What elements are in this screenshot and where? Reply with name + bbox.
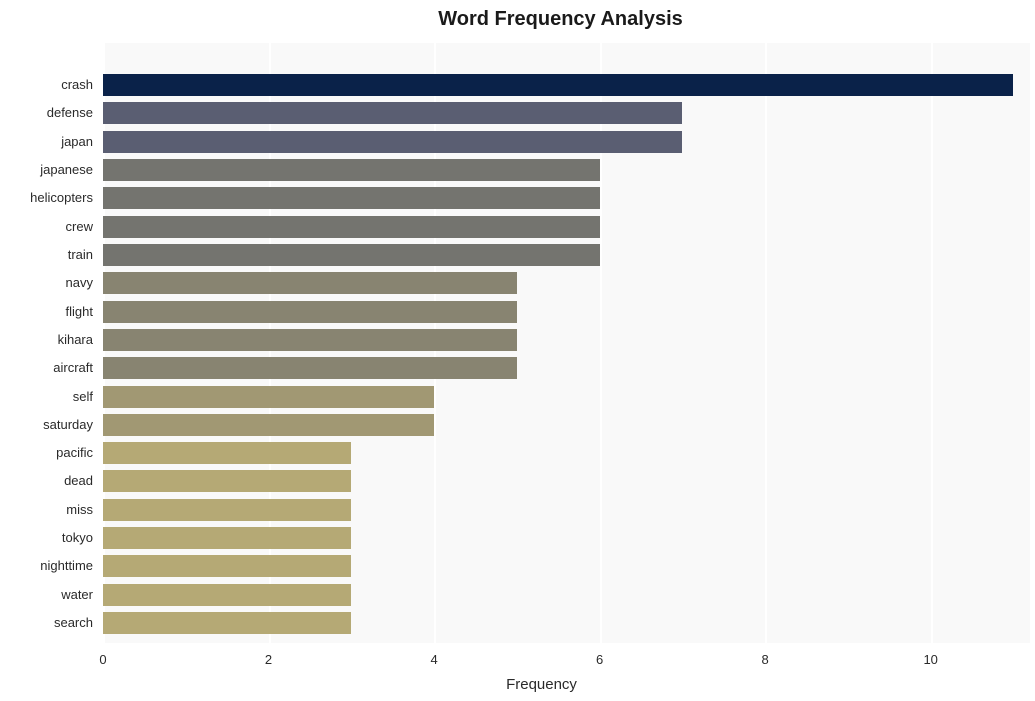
x-tick-label: 10 [923,652,937,667]
y-tick-label: tokyo [62,527,93,549]
bar [103,357,517,379]
grid-line [765,43,767,643]
bar [103,301,517,323]
grid-line [931,43,933,643]
y-tick-label: crew [66,216,93,238]
bar [103,329,517,351]
bar [103,244,600,266]
x-axis-title: Frequency [459,676,577,693]
y-tick-label: flight [66,301,93,323]
y-tick-label: miss [66,499,93,521]
y-tick-label: dead [64,470,93,492]
y-tick-label: nighttime [40,555,93,577]
bar [103,386,434,408]
y-tick-label: saturday [43,414,93,436]
bar [103,414,434,436]
y-tick-label: japan [61,131,93,153]
plot-area [103,43,1030,643]
x-tick-label: 8 [762,652,769,667]
bar [103,131,682,153]
x-tick-label: 0 [99,652,106,667]
bar [103,555,351,577]
y-tick-label: navy [66,272,93,294]
y-tick-label: aircraft [53,357,93,379]
y-tick-label: crash [61,74,93,96]
y-tick-label: self [73,386,93,408]
y-tick-label: japanese [40,159,93,181]
y-tick-label: defense [47,102,93,124]
y-tick-label: search [54,612,93,634]
x-tick-label: 6 [596,652,603,667]
y-tick-label: pacific [56,442,93,464]
chart-title: Word Frequency Analysis [8,8,1028,31]
bar [103,216,600,238]
y-tick-label: helicopters [30,187,93,209]
bar [103,527,351,549]
y-tick-label: kihara [58,329,93,351]
bar [103,102,682,124]
bar [103,584,351,606]
bar [103,442,351,464]
y-tick-label: water [61,584,93,606]
bar [103,470,351,492]
bar [103,272,517,294]
x-tick-label: 4 [430,652,437,667]
x-tick-label: 2 [265,652,272,667]
bar [103,159,600,181]
bar [103,612,351,634]
bar [103,74,1013,96]
y-tick-label: train [68,244,93,266]
chart-container: Word Frequency Analysis Frequency 0 2 4 6 8 1… [8,8,1028,698]
bar [103,499,351,521]
bar [103,187,600,209]
